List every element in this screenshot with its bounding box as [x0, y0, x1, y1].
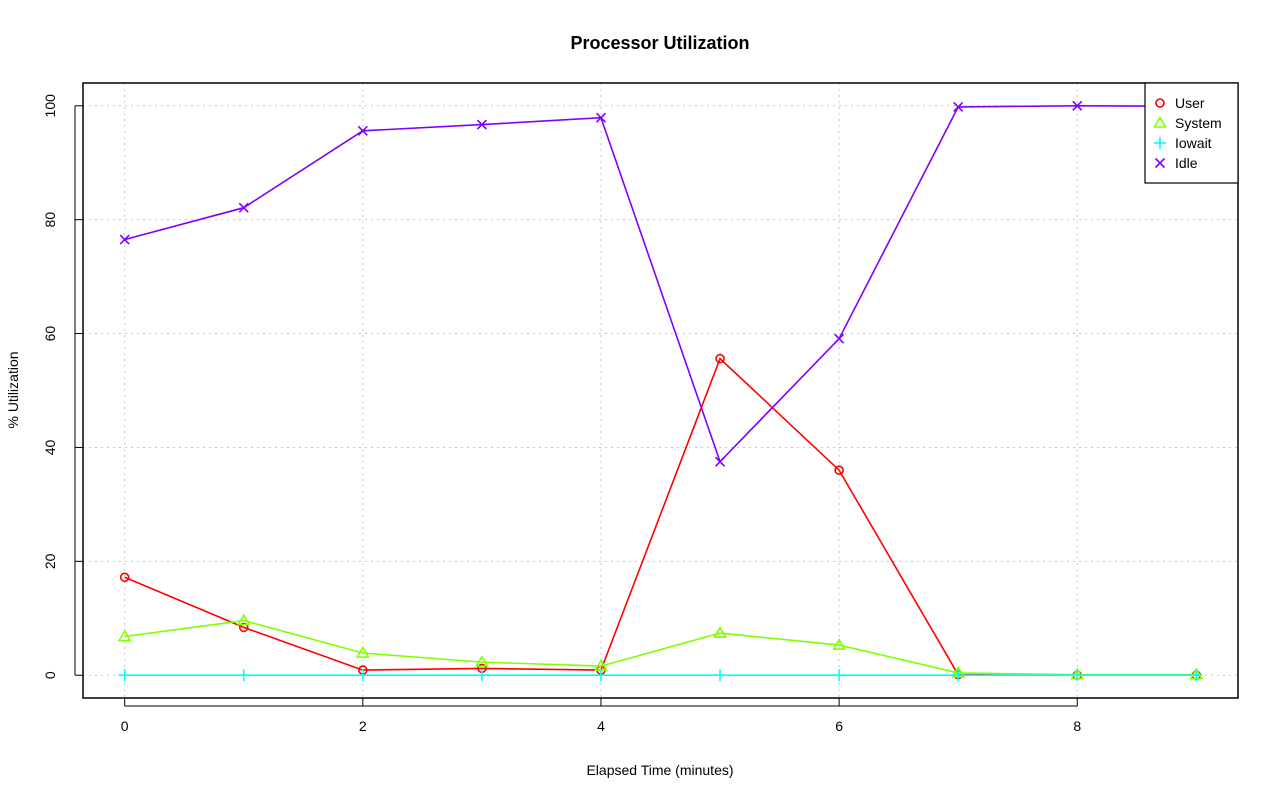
x-axis-label: Elapsed Time (minutes) — [586, 762, 733, 778]
data-point-cross — [834, 333, 845, 344]
legend-label-iowait: Iowait — [1175, 135, 1212, 151]
y-tick-label: 100 — [42, 94, 58, 118]
legend-label-user: User — [1175, 95, 1205, 111]
x-tick-label: 4 — [597, 718, 605, 734]
data-point-cross — [595, 112, 607, 123]
data-point-triangle — [832, 637, 846, 650]
data-point-cross — [1072, 100, 1083, 111]
data-point-triangle — [713, 625, 727, 638]
data-point-circle — [834, 465, 844, 476]
data-point-plus — [1190, 669, 1203, 682]
data-point-triangle — [1153, 115, 1167, 128]
data-point-cross — [119, 234, 130, 245]
data-point-cross — [476, 119, 487, 130]
data-point-circle — [1155, 98, 1165, 108]
legend-label-system: System — [1175, 115, 1222, 131]
gridlines — [83, 83, 1238, 698]
data-point-plus — [1154, 137, 1166, 149]
data-point-plus — [714, 669, 727, 682]
data-point-circle — [238, 622, 249, 633]
y-tick-label: 0 — [42, 671, 58, 679]
data-point-plus — [952, 669, 965, 682]
data-point-triangle — [117, 629, 132, 642]
data-point-triangle — [475, 655, 489, 667]
data-point-circle — [119, 572, 130, 583]
data-point-plus — [594, 669, 607, 682]
legend: User System Iowait Idle — [1144, 82, 1239, 184]
y-axis-label: % Utilization — [5, 351, 21, 428]
data-point-plus — [475, 669, 488, 682]
series-group — [117, 100, 1204, 682]
data-point-triangle — [236, 613, 251, 626]
data-point-cross — [357, 125, 368, 136]
y-tick-label: 40 — [42, 439, 58, 455]
data-point-cross — [238, 202, 249, 213]
data-point-cross — [953, 101, 964, 112]
data-point-circle — [715, 353, 725, 364]
series-system — [117, 613, 1204, 680]
chart-title: Processor Utilization — [570, 33, 749, 53]
data-point-triangle — [355, 645, 370, 658]
series-iowait — [118, 669, 1203, 682]
data-point-plus — [833, 669, 846, 682]
y-tick-label: 20 — [42, 553, 58, 569]
plot-frame — [82, 82, 1239, 699]
series-line-user — [124, 357, 1197, 677]
x-tick-label: 8 — [1073, 718, 1081, 734]
series-line-idle — [124, 104, 1197, 464]
data-point-plus — [356, 669, 369, 682]
x-tick-label: 6 — [835, 718, 843, 734]
y-tick-label: 80 — [42, 212, 58, 228]
data-point-plus — [237, 669, 250, 682]
legend-label-idle: Idle — [1175, 155, 1198, 171]
x-tick-label: 0 — [121, 718, 129, 734]
data-point-cross — [1154, 157, 1166, 169]
x-tick-label: 2 — [359, 718, 367, 734]
series-idle — [119, 100, 1202, 467]
data-point-cross — [714, 456, 726, 467]
data-point-plus — [118, 669, 131, 682]
series-line-system — [124, 619, 1197, 676]
data-point-plus — [1071, 669, 1084, 682]
y-tick-label: 60 — [42, 326, 58, 342]
